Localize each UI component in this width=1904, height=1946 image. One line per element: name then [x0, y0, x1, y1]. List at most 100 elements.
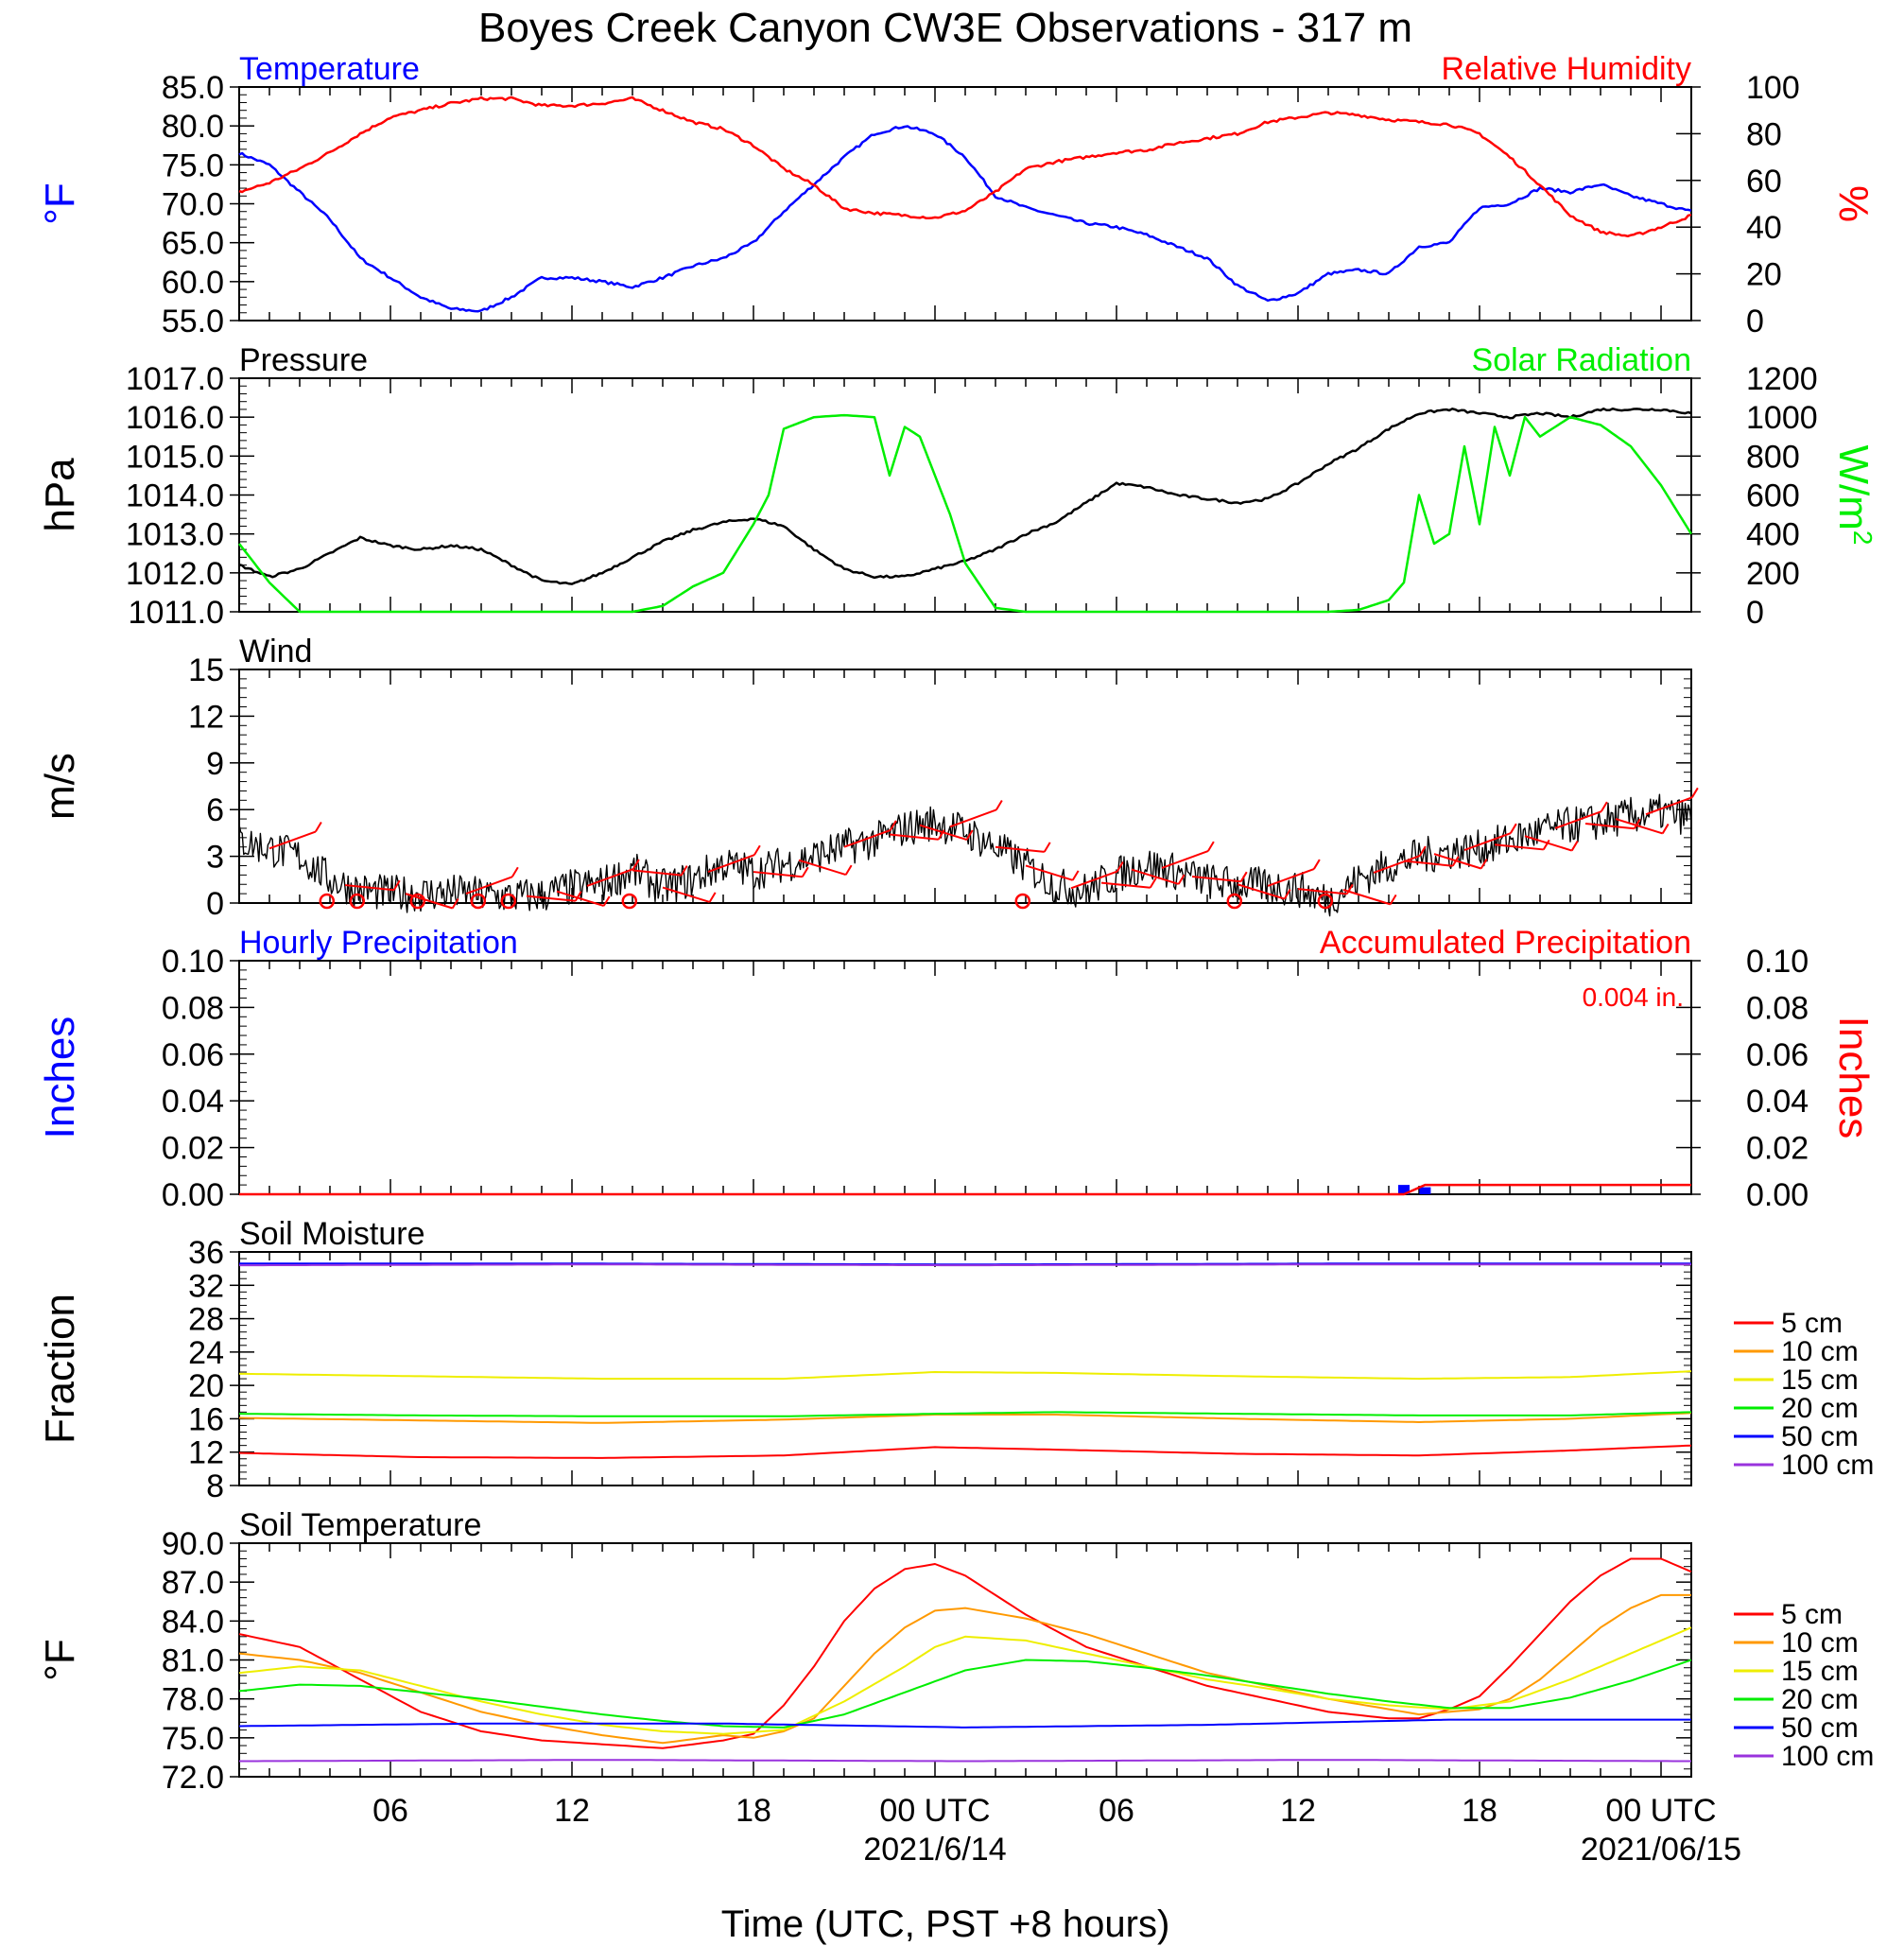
y-tick-label-left: 55.0 — [162, 304, 224, 339]
legend-label: 50 cm — [1781, 1421, 1859, 1452]
wind-barb-flag — [392, 879, 401, 891]
y-tick-label-left: 1012.0 — [126, 556, 224, 592]
wind-barb — [1524, 835, 1572, 852]
y-axis-label-right: % — [1830, 185, 1877, 222]
wind-barb — [707, 854, 755, 874]
panel-wind: 0 3 6 9 12 15 Wind m/s — [37, 634, 1699, 922]
wind-barb-flag — [451, 897, 459, 910]
calm-wind-marker — [470, 893, 487, 910]
y-tick-label-left: 28 — [188, 1302, 224, 1338]
wind-barb — [586, 868, 634, 887]
panel-frame — [238, 960, 1692, 1195]
panel-title-left: Soil Moisture — [239, 1216, 425, 1252]
wind-barb-flag — [1149, 877, 1157, 889]
y-tick-label-left: 12 — [188, 1435, 224, 1471]
y-tick-label-left: 1016.0 — [126, 400, 224, 436]
wind-barb-flag — [965, 829, 974, 841]
calm-wind-marker — [319, 893, 336, 910]
y-axis-label-right: W/m2 — [1830, 445, 1878, 546]
y-tick-label-left: 85.0 — [162, 70, 224, 106]
y-tick-label-left: 75.0 — [162, 1721, 224, 1757]
wind-barb-flag — [1345, 883, 1354, 895]
y-tick-label-left: 16 — [188, 1401, 224, 1437]
y-tick-label-left: 75.0 — [162, 148, 224, 183]
calm-wind-marker — [1226, 893, 1243, 910]
series-line-5-cm — [238, 1444, 1692, 1459]
calm-wind-marker — [409, 893, 426, 910]
y-tick-label-left: 1015.0 — [126, 439, 224, 475]
y-tick-label-right: 1000 — [1746, 400, 1818, 436]
series-line-20-cm — [238, 1659, 1692, 1729]
legend-label: 50 cm — [1781, 1712, 1859, 1744]
series-line-10-cm — [238, 1412, 1692, 1424]
accumulated-total-label: 0.004 in. — [1583, 982, 1684, 1012]
calm-wind-marker — [1014, 893, 1031, 910]
wind-barb-flag — [511, 866, 519, 877]
wind-barb-flag — [1633, 818, 1641, 829]
y-tick-label-left: 72.0 — [162, 1760, 224, 1796]
wind-barb-flag — [632, 859, 640, 870]
x-tick-label: 06 — [372, 1793, 408, 1829]
wind-barb-flag — [995, 799, 1003, 810]
y-axis-label-left: m/s — [37, 753, 83, 820]
wind-barb — [632, 869, 682, 877]
y-tick-label-left: 65.0 — [162, 226, 224, 262]
wind-barb — [919, 824, 967, 841]
y-tick-label-left: 36 — [188, 1235, 224, 1271]
wind-barb — [1161, 850, 1209, 869]
panel-temp_rh: 55.060.065.070.0 75.080.085.0 0 20 40 60 80 100… — [37, 51, 1877, 339]
x-date-label: 2021/6/14 — [863, 1832, 1006, 1868]
legend-label: 10 cm — [1781, 1336, 1859, 1367]
legend-label: 100 cm — [1781, 1450, 1874, 1481]
calm-wind-marker — [621, 893, 638, 910]
y-tick-label-left: 81.0 — [162, 1643, 224, 1679]
series-line-solar-radiation — [238, 413, 1693, 614]
y-tick-label-right: 0.06 — [1746, 1037, 1809, 1073]
legend-label: 100 cm — [1781, 1741, 1874, 1772]
wind-barb — [1494, 843, 1544, 851]
y-tick-label-left: 1013.0 — [126, 517, 224, 553]
wind-barb — [1433, 853, 1481, 870]
wind-barb-flag — [1661, 823, 1670, 834]
y-tick-label-right: 0 — [1746, 595, 1764, 631]
y-tick-label-left: 70.0 — [162, 187, 224, 223]
x-tick-label: 06 — [1099, 1793, 1134, 1829]
wind-barb — [1237, 883, 1285, 900]
x-tick-label: 18 — [736, 1793, 771, 1829]
wind-barb-flag — [1239, 871, 1248, 882]
y-tick-label-right: 100 — [1746, 70, 1800, 106]
y-tick-label-left: 0.10 — [162, 944, 224, 980]
wind-barb — [526, 895, 576, 902]
wind-barb-flag — [1418, 845, 1427, 857]
legend-label: 20 cm — [1781, 1684, 1859, 1715]
wind-barb — [1373, 855, 1421, 874]
accumulated-precip-line — [239, 1183, 1691, 1196]
y-tick-label-right: 1200 — [1746, 361, 1818, 397]
wind-barb — [1297, 888, 1347, 895]
calm-wind-marker — [349, 893, 366, 910]
wind-barb — [1615, 818, 1663, 835]
y-tick-label-right: 40 — [1746, 210, 1782, 246]
series-line-100-cm — [239, 1263, 1691, 1267]
y-tick-label-right: 0.10 — [1746, 944, 1809, 980]
wind-barb — [556, 890, 604, 907]
wind-barb — [662, 886, 710, 903]
y-tick-label-left: 0.04 — [162, 1084, 224, 1120]
wind-barb-flag — [1389, 894, 1397, 905]
wind-barb-flag — [1312, 859, 1321, 870]
y-tick-label-left: 87.0 — [162, 1565, 224, 1601]
y-axis-label-left: Inches — [37, 1016, 83, 1139]
y-tick-label-right: 200 — [1746, 556, 1800, 592]
wind-barb-flag — [602, 895, 611, 907]
wind-barb-flag — [1600, 801, 1608, 812]
y-tick-label-left: 60.0 — [162, 265, 224, 301]
x-tick-label: 00 UTC — [1605, 1793, 1716, 1829]
wind-barb-flag — [680, 865, 688, 877]
y-tick-label-right: 80 — [1746, 116, 1782, 152]
series-line-15-cm — [238, 1626, 1692, 1735]
x-axis-label: Time (UTC, PST +8 hours) — [721, 1903, 1170, 1945]
y-tick-label-left: 24 — [188, 1335, 224, 1371]
wind-barb — [1131, 868, 1179, 885]
panel-frame — [238, 669, 1692, 904]
